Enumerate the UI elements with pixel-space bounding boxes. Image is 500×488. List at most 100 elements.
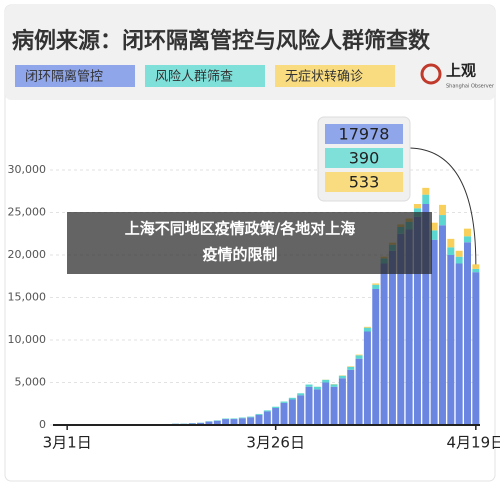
bar-segment	[397, 233, 405, 425]
bar-segment	[297, 395, 305, 425]
tooltip-value: 533	[349, 173, 380, 192]
banner-text: 上海不同地区疫情政策/各地对上海	[125, 220, 355, 238]
bar-segment	[272, 406, 280, 408]
logo-name: 上观	[446, 62, 476, 80]
bar-segment	[288, 397, 296, 400]
banner-bg	[67, 212, 432, 274]
bar-segment	[247, 416, 255, 418]
tooltip-value: 17978	[339, 125, 390, 144]
bar-segment	[472, 264, 480, 269]
y-tick-label: 0	[39, 418, 46, 431]
bar-segment	[380, 263, 388, 425]
bar-segment	[263, 410, 271, 412]
bar-segment	[313, 386, 321, 390]
bar-segment	[363, 327, 371, 332]
bar-segment	[463, 242, 471, 425]
bar-segment	[347, 366, 355, 367]
bar-segment	[372, 289, 380, 425]
x-tick-label: 3月26日	[246, 434, 305, 452]
bar-segment	[338, 375, 346, 379]
bar-segment	[438, 215, 446, 226]
bar-segment	[213, 420, 221, 425]
bar-segment	[338, 378, 346, 425]
tooltip-swatch	[325, 148, 403, 168]
bar-segment	[430, 239, 438, 425]
bar-segment	[330, 384, 338, 387]
y-tick-label: 25,000	[8, 206, 47, 219]
bar-segment	[238, 418, 246, 425]
bar-segment	[355, 358, 363, 425]
bar-segment	[472, 268, 480, 273]
bar-segment	[330, 386, 338, 425]
tooltip-value: 390	[349, 149, 380, 168]
bar-segment	[272, 408, 280, 425]
bar-segment	[347, 366, 355, 370]
bar-segment	[322, 382, 330, 425]
bar-segment	[363, 326, 371, 328]
bar-segment	[455, 263, 463, 425]
bar-segment	[313, 389, 321, 425]
banner-text: 疫情的限制	[202, 246, 277, 264]
bar-segment	[413, 204, 421, 209]
bar-segment	[222, 418, 230, 420]
bar-segment	[447, 238, 455, 248]
bar-segment	[197, 422, 205, 425]
bar-segment	[372, 284, 380, 289]
bar-segment	[455, 250, 463, 257]
bar-segment	[447, 255, 455, 425]
bar-segment	[472, 272, 480, 425]
x-tick-label: 3月1日	[43, 434, 92, 452]
bar-segment	[222, 419, 230, 425]
legend-label: 闭环隔离管控	[25, 69, 103, 85]
bar-segment	[438, 225, 446, 425]
bar-segment	[355, 355, 363, 359]
bar-segment	[422, 204, 430, 425]
bar-segment	[463, 236, 471, 243]
chart-title: 病例来源：闭环隔离管控与风险人群筛查数	[12, 28, 431, 54]
x-tick-label: 4月19日	[447, 434, 500, 452]
y-tick-label: 10,000	[8, 333, 47, 346]
y-tick-label: 30,000	[8, 163, 47, 176]
tooltip-connector	[409, 147, 477, 265]
bar-segment	[280, 401, 288, 403]
bar-segment	[355, 354, 363, 356]
bar-segment	[347, 369, 355, 425]
bar-segment	[305, 384, 313, 387]
tooltip-swatch	[325, 172, 403, 192]
bar-segment	[447, 247, 455, 255]
legend-swatch	[275, 65, 395, 87]
bar-segment	[297, 393, 305, 396]
bar-segment	[322, 379, 330, 383]
legend-swatch	[15, 65, 135, 87]
bar-segment	[288, 399, 296, 425]
bar-segment	[455, 256, 463, 264]
bar-segment	[422, 187, 430, 195]
legend-label: 无症状转确诊	[285, 70, 363, 85]
bar-segment	[413, 216, 421, 425]
bar-segment	[255, 414, 263, 425]
bar-segment	[263, 411, 271, 425]
bar-segment	[430, 222, 438, 231]
bar-segment	[463, 228, 471, 237]
bar-segment	[372, 283, 380, 285]
bar-segment	[205, 421, 213, 425]
y-tick-label: 15,000	[8, 291, 47, 304]
logo-subtitle: Shanghai Observer	[446, 84, 495, 90]
y-tick-label: 20,000	[8, 248, 47, 261]
bar-segment	[405, 229, 413, 425]
bar-segment	[305, 386, 313, 425]
logo-icon	[420, 63, 442, 85]
bar-segment	[247, 417, 255, 425]
bar-segment	[230, 418, 238, 420]
legend-swatch	[145, 65, 265, 87]
tooltip-swatch	[325, 124, 403, 144]
bar-segment	[430, 230, 438, 240]
bar-segment	[422, 194, 430, 204]
bar-segment	[388, 250, 396, 425]
bar-segment	[280, 402, 288, 425]
legend-label: 风险人群筛查	[155, 70, 233, 85]
bar-segment	[230, 419, 238, 425]
bar-segment	[255, 413, 263, 415]
bar-segment	[363, 331, 371, 425]
